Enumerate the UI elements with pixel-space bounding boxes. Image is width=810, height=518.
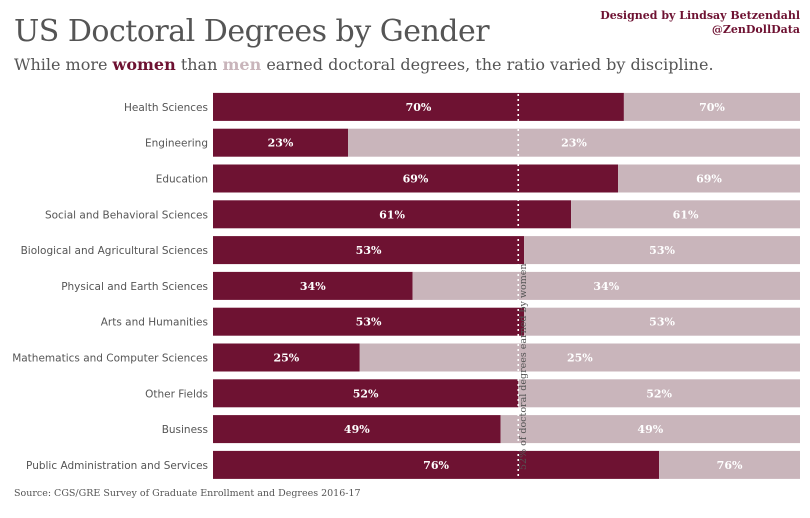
bar-men (571, 200, 800, 229)
bar-women (213, 450, 660, 479)
category-label: Business (162, 424, 208, 436)
bar-men (623, 92, 800, 121)
bar-men (412, 271, 800, 300)
subtitle-text-2: than (175, 55, 223, 74)
bar-men (659, 450, 800, 479)
subtitle-text-1: While more (14, 55, 113, 74)
source-note: Source: CGS/GRE Survey of Graduate Enrol… (14, 488, 361, 499)
bar-women (213, 200, 572, 229)
value-label-women: 53% (356, 244, 382, 257)
bar-men (524, 307, 800, 336)
value-label-women: 25% (273, 352, 299, 365)
bar-men (359, 343, 800, 372)
value-label-men: 61% (673, 208, 699, 221)
category-label: Public Administration and Services (26, 460, 208, 472)
value-label-men: 25% (567, 352, 593, 365)
bar-women (213, 164, 619, 193)
bar-women (213, 271, 413, 300)
chart-title: US Doctoral Degrees by Gender (14, 14, 490, 49)
value-label-men: 53% (649, 316, 675, 329)
category-label: Biological and Agricultural Sciences (21, 245, 208, 257)
value-label-women: 53% (356, 316, 382, 329)
bar-women (213, 343, 360, 372)
value-label-men: 69% (696, 173, 722, 186)
category-label: Health Sciences (124, 102, 208, 114)
bar-men (348, 128, 800, 157)
value-label-men: 49% (637, 423, 663, 436)
designer-credit: Designed by Lindsay Betzendahl @ZenDollD… (600, 9, 800, 37)
category-label: Arts and Humanities (101, 317, 208, 329)
credit-name: Designed by Lindsay Betzendahl (600, 9, 800, 22)
subtitle-text-3: earned doctoral degrees, the ratio varie… (261, 55, 714, 74)
bar-men (500, 415, 800, 444)
value-label-women: 23% (268, 137, 294, 150)
value-label-women: 52% (353, 387, 379, 400)
value-label-men: 53% (649, 244, 675, 257)
bar-women (213, 236, 525, 265)
bar-women (213, 415, 501, 444)
subtitle-women: women (112, 55, 176, 74)
bar-women (213, 128, 349, 157)
value-label-women: 76% (423, 459, 449, 472)
value-label-men: 52% (646, 387, 672, 400)
bar-men (618, 164, 800, 193)
value-label-men: 76% (717, 459, 743, 472)
value-label-men: 70% (699, 101, 725, 114)
credit-handle: @ZenDollData (711, 23, 800, 36)
bar-women (213, 307, 525, 336)
category-label: Physical and Earth Sciences (61, 281, 208, 293)
bar-men (518, 379, 800, 408)
bar-men (524, 236, 800, 265)
category-label: Education (156, 174, 208, 186)
category-label: Engineering (145, 138, 208, 150)
reference-line-label: 52% of doctoral degrees earned by women (518, 263, 529, 470)
value-label-women: 70% (406, 101, 432, 114)
category-label: Mathematics and Computer Sciences (12, 353, 208, 365)
category-label: Social and Behavioral Sciences (45, 209, 208, 221)
value-label-women: 49% (344, 423, 370, 436)
value-label-men: 23% (561, 137, 587, 150)
value-label-women: 61% (379, 208, 405, 221)
chart-subtitle: While more women than men earned doctora… (14, 55, 714, 74)
subtitle-men: men (222, 55, 262, 74)
bar-women (213, 92, 624, 121)
category-label: Other Fields (145, 388, 208, 400)
value-label-women: 34% (300, 280, 326, 293)
value-label-men: 34% (593, 280, 619, 293)
bar-women (213, 379, 519, 408)
value-label-women: 69% (403, 173, 429, 186)
